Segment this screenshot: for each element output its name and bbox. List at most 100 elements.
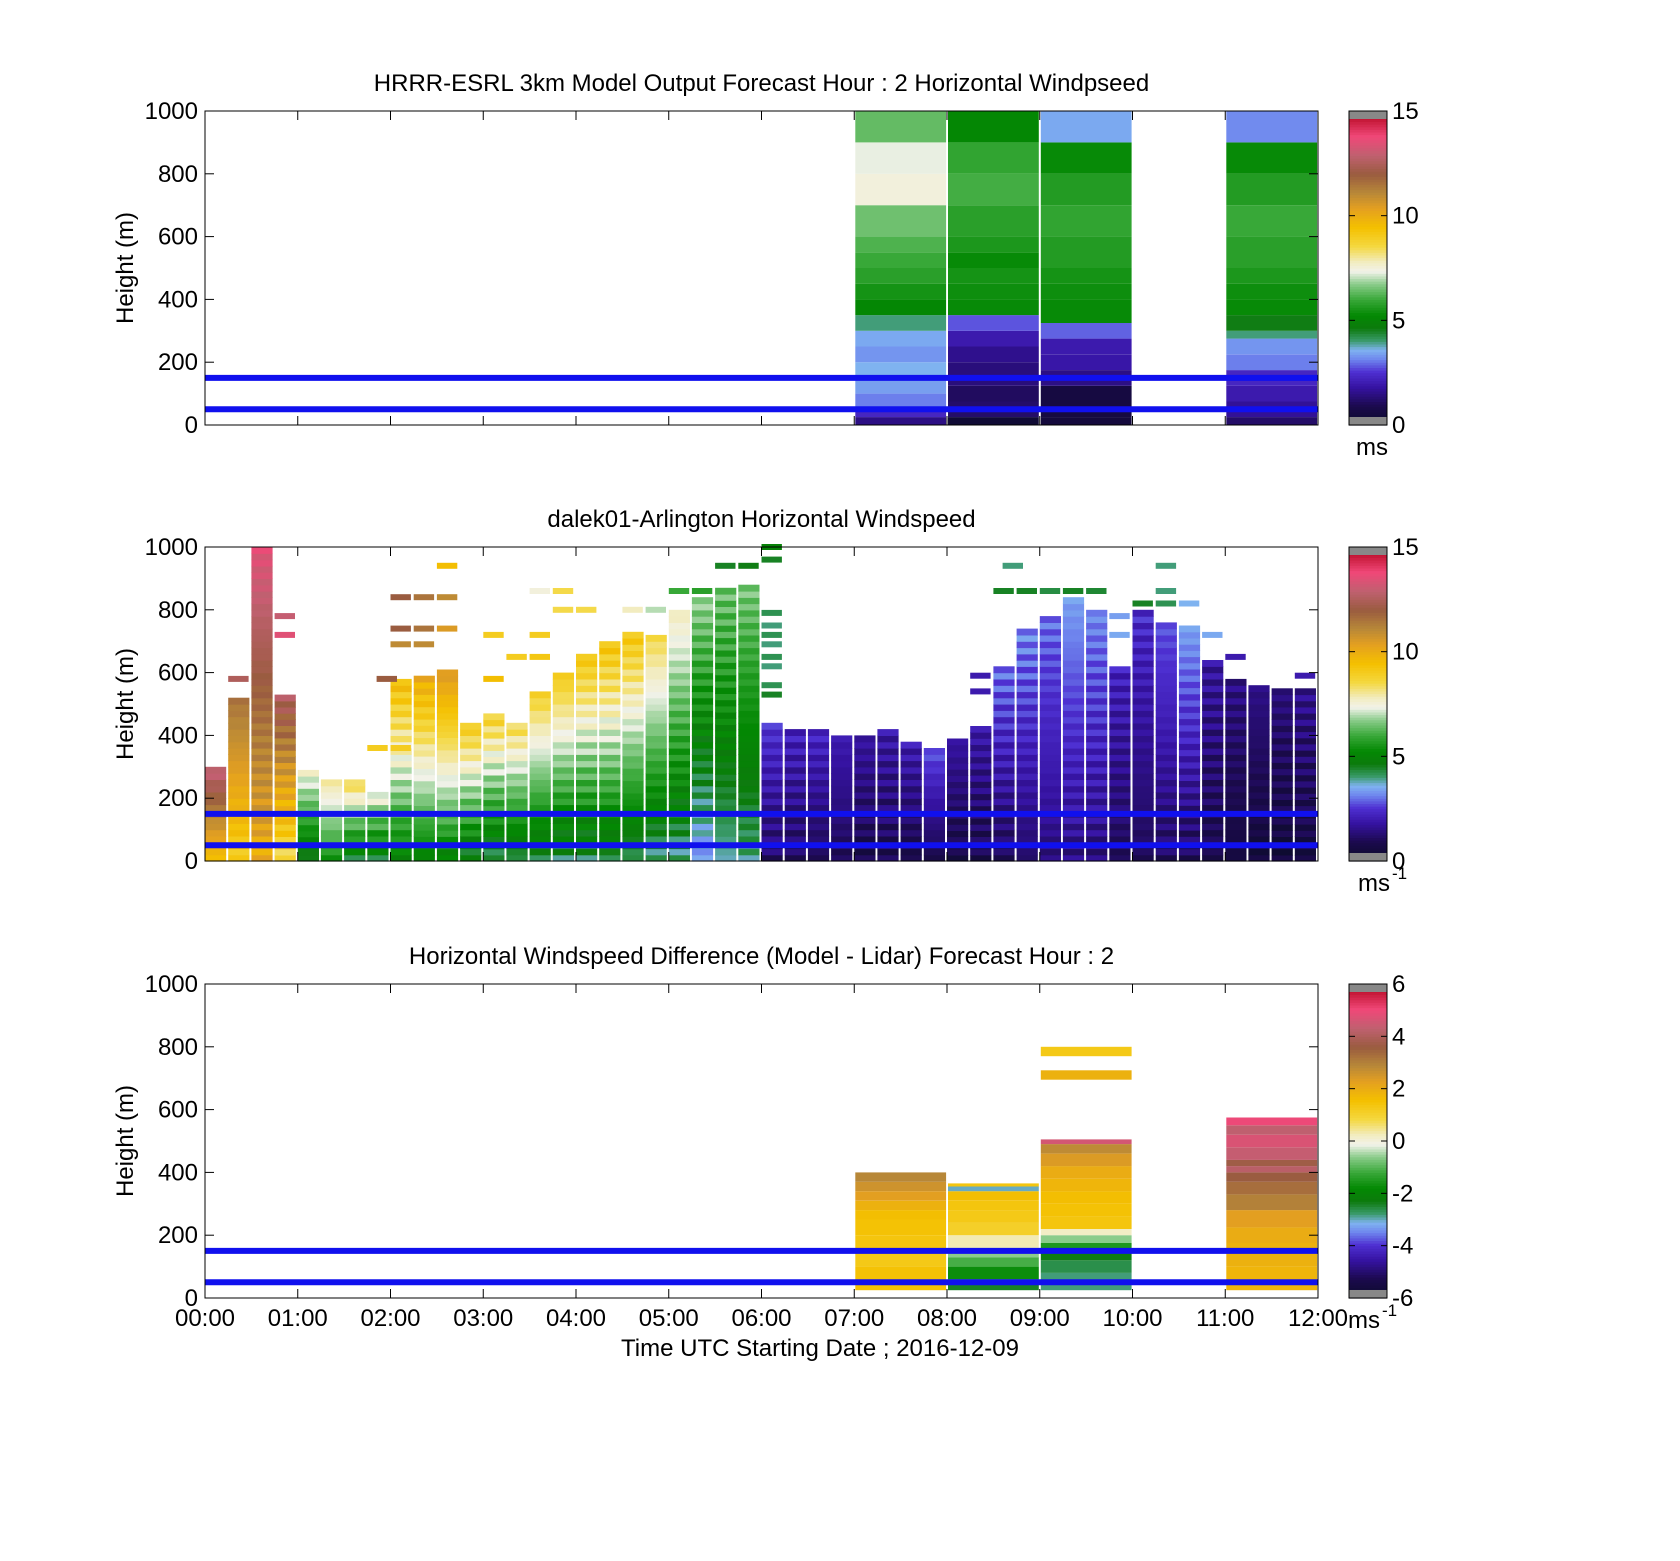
lidar-cell — [436, 805, 459, 813]
lidar-cell — [668, 804, 690, 812]
lidar-cell — [1178, 817, 1201, 825]
colorbar-segment — [1349, 782, 1387, 786]
lidar-cell — [344, 854, 366, 862]
lidar-sparse-return — [552, 588, 574, 594]
lidar-cell — [228, 729, 250, 736]
colorbar-segment — [1349, 680, 1387, 684]
model-cell — [1040, 322, 1132, 339]
lidar-cell — [483, 805, 505, 813]
colorbar-segment — [1349, 816, 1387, 820]
lidar-cell — [1155, 829, 1177, 837]
lidar-cell — [1132, 748, 1154, 755]
colorbar-segment — [1349, 717, 1387, 721]
lidar-cell — [1225, 848, 1247, 856]
lidar-cell — [251, 685, 273, 693]
lidar-cell — [529, 835, 551, 843]
lidar-cell — [645, 735, 667, 743]
difference-cell — [1040, 1235, 1132, 1243]
lidar-cell — [761, 817, 783, 824]
model-cell — [1226, 205, 1318, 237]
lidar-cell — [691, 779, 714, 787]
lidar-cell — [622, 631, 644, 639]
lidar-cell — [1155, 678, 1177, 686]
lidar-cell — [274, 731, 296, 739]
lidar-cell — [1062, 660, 1085, 667]
lidar-cell — [413, 743, 435, 751]
lidar-cell — [1039, 660, 1061, 667]
lidar-cell — [205, 779, 227, 787]
lidar-sparse-return — [390, 641, 411, 648]
lidar-cell — [1155, 660, 1177, 667]
lidar-cell — [413, 694, 435, 702]
lidar-cell — [1086, 766, 1108, 774]
lidar-cell — [993, 722, 1015, 730]
x-tick-label: 05:00 — [639, 1305, 699, 1332]
lidar-cell — [413, 762, 435, 769]
lidar-cell — [1132, 653, 1154, 661]
lidar-cell — [738, 760, 760, 768]
lidar-cell — [738, 597, 760, 605]
lidar-cell — [645, 798, 667, 806]
lidar-cell — [1062, 760, 1085, 768]
lidar-cell — [993, 760, 1015, 768]
colorbar-segment — [1349, 745, 1387, 750]
lidar-cell — [599, 729, 621, 736]
lidar-cell — [506, 760, 528, 768]
panel-3: Horizontal Windspeed Difference (Model -… — [112, 943, 1413, 1362]
colorbar-segment — [1349, 633, 1387, 637]
lidar-cell — [970, 818, 992, 825]
colorbar-segment — [1349, 800, 1387, 805]
lidar-cell — [1155, 704, 1177, 711]
lidar-cell — [529, 760, 551, 768]
lidar-cell — [738, 691, 760, 699]
model-cell — [855, 299, 947, 316]
lidar-cell — [205, 829, 227, 837]
lidar-cell — [807, 798, 830, 806]
model-cell — [1226, 385, 1318, 402]
lidar-cell — [1294, 756, 1316, 763]
lidar-cell — [251, 735, 273, 743]
colorbar-segment — [1349, 322, 1387, 327]
colorbar-segment — [1349, 573, 1387, 577]
colorbar-segment — [1349, 766, 1387, 771]
lidar-cell — [344, 779, 366, 787]
lidar-cell — [1248, 848, 1270, 856]
lidar-cell — [576, 653, 598, 661]
lidar-cell — [622, 712, 644, 720]
lidar-cell — [761, 791, 783, 799]
colorbar-segment — [1349, 1072, 1387, 1077]
lidar-cell — [761, 798, 783, 806]
lidar-cell — [228, 829, 250, 837]
colorbar-segment — [1349, 192, 1387, 196]
colorbar-segment — [1349, 1091, 1387, 1095]
difference-cell — [1226, 1210, 1318, 1228]
lidar-cell — [1086, 716, 1108, 724]
colorbar-segment — [1349, 163, 1387, 167]
colorbar-segment — [1349, 1261, 1387, 1265]
y-tick-label: 1000 — [145, 98, 198, 125]
difference-cell — [1040, 1260, 1132, 1273]
lidar-cell — [1294, 688, 1316, 696]
model-cell — [855, 362, 947, 378]
lidar-sparse-return — [1225, 653, 1246, 660]
colorbar-segment — [1349, 790, 1387, 794]
lidar-cell — [1294, 737, 1316, 745]
lidar-cell — [1294, 731, 1316, 739]
lidar-cell — [1178, 768, 1201, 775]
colorbar-tick-label: 2 — [1392, 1076, 1405, 1103]
lidar-cell — [1225, 697, 1247, 705]
lidar-cell — [529, 691, 551, 699]
colorbar-segment — [1349, 567, 1387, 572]
lidar-cell — [622, 749, 644, 757]
lidar-cell — [228, 835, 250, 843]
difference-cell — [948, 1266, 1039, 1280]
lidar-sparse-return — [576, 606, 597, 613]
lidar-cell — [1016, 672, 1038, 680]
colorbar-over-cap — [1349, 547, 1387, 555]
lidar-cell — [529, 848, 551, 856]
model-cell — [1226, 283, 1318, 300]
lidar-cell — [529, 735, 551, 743]
colorbar-segment — [1349, 262, 1387, 266]
model-cell — [855, 142, 947, 174]
lidar-cell — [390, 791, 412, 799]
